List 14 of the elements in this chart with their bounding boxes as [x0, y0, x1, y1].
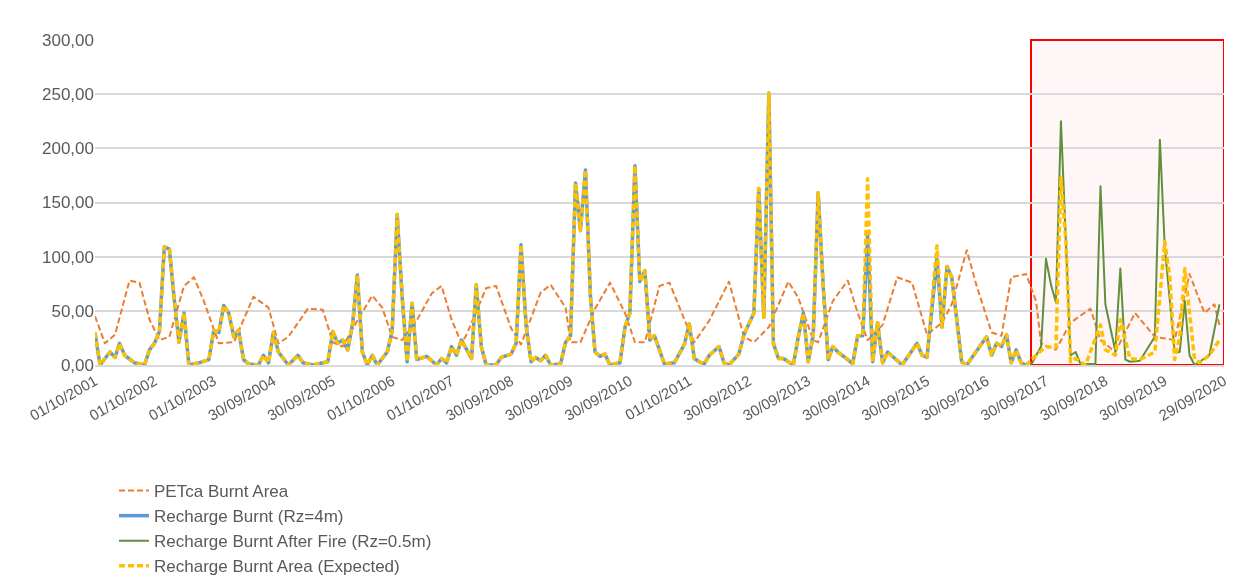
y-tick-label: 200,00 [42, 139, 94, 159]
line-series [95, 249, 1221, 353]
line-series [1030, 120, 1221, 365]
y-tick-label: 250,00 [42, 85, 94, 105]
line-series [95, 91, 1222, 365]
legend-label: Recharge Burnt Area (Expected) [154, 557, 400, 577]
y-tick-label: 50,00 [51, 301, 94, 321]
y-tick-label: 300,00 [42, 30, 94, 50]
y-tick-label: 150,00 [42, 193, 94, 213]
legend-label: Recharge Burnt (Rz=4m) [154, 507, 344, 527]
legend-label: PETca Burnt Area [154, 482, 289, 502]
y-tick-label: 0,00 [60, 355, 94, 375]
legend-label: Recharge Burnt After Fire (Rz=0.5m) [154, 532, 432, 552]
y-tick-label: 100,00 [42, 247, 94, 267]
